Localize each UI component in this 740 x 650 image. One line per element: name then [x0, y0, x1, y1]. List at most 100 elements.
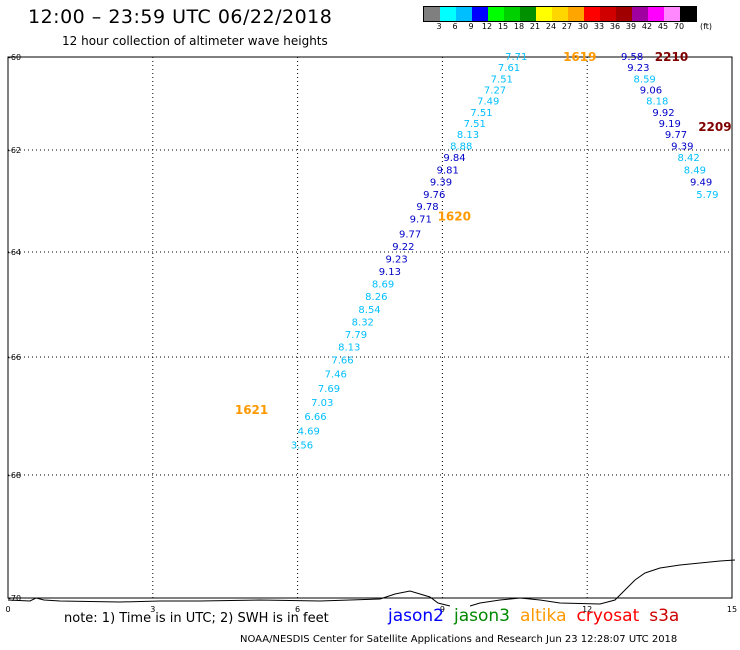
color-scale-label: 27 — [561, 22, 573, 31]
color-swatch — [424, 7, 440, 21]
wave-height-value: 9.58 — [621, 52, 643, 63]
wave-height-value: 4.69 — [298, 426, 320, 437]
wave-height-value: 9.84 — [443, 153, 465, 164]
color-swatch — [536, 7, 552, 21]
color-scale-label: 36 — [609, 22, 621, 31]
coastline — [7, 559, 736, 607]
color-scale-label: 30 — [577, 22, 589, 31]
legend-item-jason2: jason2 — [388, 606, 444, 626]
track-1619: 7.717.617.517.277.497.517.518.138.889.84… — [410, 50, 597, 225]
wave-height-value: 8.54 — [358, 305, 380, 316]
latitude-label: -64 — [8, 248, 21, 257]
color-swatch — [648, 7, 664, 21]
wave-height-value: 9.06 — [640, 85, 662, 96]
longitude-label: 6 — [295, 605, 300, 614]
color-swatch — [504, 7, 520, 21]
wave-height-value: 9.23 — [385, 254, 407, 265]
axis-labels: -60 -62 -64 -66 -68 -70 0 3 6 9 12 15 — [5, 53, 737, 614]
footer-credit: NOAA/NESDIS Center for Satellite Applica… — [240, 634, 678, 645]
wave-height-value: 9.39 — [430, 178, 452, 189]
wave-height-value: 9.78 — [416, 202, 438, 213]
wave-height-value: 9.22 — [392, 242, 414, 253]
wave-height-value: 6.66 — [304, 412, 326, 423]
antarctic-coastline — [7, 559, 736, 607]
track-time-label: 1619 — [563, 50, 596, 64]
note-text: note: 1) Time is in UTC; 2) SWH is in fe… — [64, 611, 329, 626]
color-scale-label: 12 — [481, 22, 493, 31]
wave-height-value: 9.71 — [410, 214, 432, 225]
track-time-label: 1621 — [235, 403, 268, 417]
wave-height-value: 9.23 — [627, 63, 649, 74]
wave-height-value: 8.59 — [634, 74, 656, 85]
wave-height-value: 7.51 — [491, 74, 513, 85]
satellite-legend: jason2 jason3 altika cryosat s3a — [388, 606, 689, 626]
color-scale-label: 21 — [529, 22, 541, 31]
color-scale-label: 24 — [545, 22, 557, 31]
color-swatch — [552, 7, 568, 21]
wave-height-value: 7.61 — [498, 63, 520, 74]
longitude-label: 0 — [5, 605, 10, 614]
track-2209: 2209 — [698, 120, 731, 134]
color-scale-label: 18 — [513, 22, 525, 31]
color-scale-bar — [423, 6, 697, 22]
wave-height-value: 8.49 — [684, 165, 706, 176]
chart-subtitle: 12 hour collection of altimeter wave hei… — [62, 34, 328, 48]
color-swatch — [632, 7, 648, 21]
legend-item-s3a: s3a — [649, 606, 680, 626]
altimeter-tracks: 7.717.617.517.277.497.517.518.138.889.84… — [235, 50, 732, 452]
wave-height-value: 7.51 — [470, 108, 492, 119]
latitude-label: -68 — [8, 471, 21, 480]
color-swatch — [680, 7, 696, 21]
track-2210: 9.589.238.599.068.189.929.199.779.398.42… — [621, 50, 719, 201]
wave-height-value: 5.79 — [696, 190, 718, 201]
latitude-label: -70 — [8, 594, 21, 603]
color-swatch — [584, 7, 600, 21]
wave-height-value: 8.18 — [646, 97, 668, 108]
latitude-label: -60 — [8, 53, 21, 62]
map-grid — [7, 56, 733, 599]
wave-height-value: 7.66 — [331, 356, 353, 367]
wave-height-value: 8.13 — [338, 343, 360, 354]
wave-height-value: 7.46 — [325, 370, 347, 381]
wave-height-value: 9.92 — [652, 108, 674, 119]
color-swatch — [664, 7, 680, 21]
color-swatch — [472, 7, 488, 21]
track-time-label: 2210 — [655, 50, 688, 64]
wave-height-value: 7.79 — [345, 330, 367, 341]
legend-item-cryosat: cryosat — [576, 606, 640, 626]
wave-height-value: 3.56 — [291, 441, 313, 452]
latitude-label: -62 — [8, 146, 21, 155]
wave-height-value: 8.13 — [457, 130, 479, 141]
wave-height-value: 9.81 — [437, 165, 459, 176]
wave-height-value: 7.51 — [464, 119, 486, 130]
color-scale-label: 45 — [657, 22, 669, 31]
wave-height-value: 9.13 — [379, 267, 401, 278]
map-frame — [7, 56, 733, 599]
color-swatch — [520, 7, 536, 21]
wave-height-value: 7.27 — [484, 85, 506, 96]
longitude-label: 15 — [727, 605, 737, 614]
color-swatch — [488, 7, 504, 21]
track-1621: 6.66 4.69 3.56 1621 — [235, 403, 327, 451]
wave-height-value: 8.69 — [372, 280, 394, 291]
latitude-label: -66 — [8, 353, 21, 362]
legend-item-jason3: jason3 — [454, 606, 510, 626]
color-scale-label: 3 — [436, 22, 442, 31]
wave-height-value: 9.77 — [665, 130, 687, 141]
longitude-label: 3 — [150, 605, 155, 614]
longitude-label: 12 — [582, 605, 592, 614]
color-swatch — [456, 7, 472, 21]
color-scale-label: 15 — [497, 22, 509, 31]
color-scale-unit: (ft) — [700, 22, 713, 31]
color-scale-label: 6 — [452, 22, 458, 31]
wave-height-value: 8.88 — [450, 141, 472, 152]
color-scale-label: 33 — [593, 22, 605, 31]
legend-item-altika: altika — [520, 606, 567, 626]
wave-height-value: 7.03 — [311, 398, 333, 409]
color-scale-label: 9 — [468, 22, 474, 31]
wave-height-value: 7.69 — [318, 384, 340, 395]
wave-height-value: 9.49 — [690, 178, 712, 189]
wave-height-value: 9.76 — [423, 190, 445, 201]
wave-height-value: 9.39 — [671, 141, 693, 152]
track-time-label: 1620 — [438, 209, 471, 223]
